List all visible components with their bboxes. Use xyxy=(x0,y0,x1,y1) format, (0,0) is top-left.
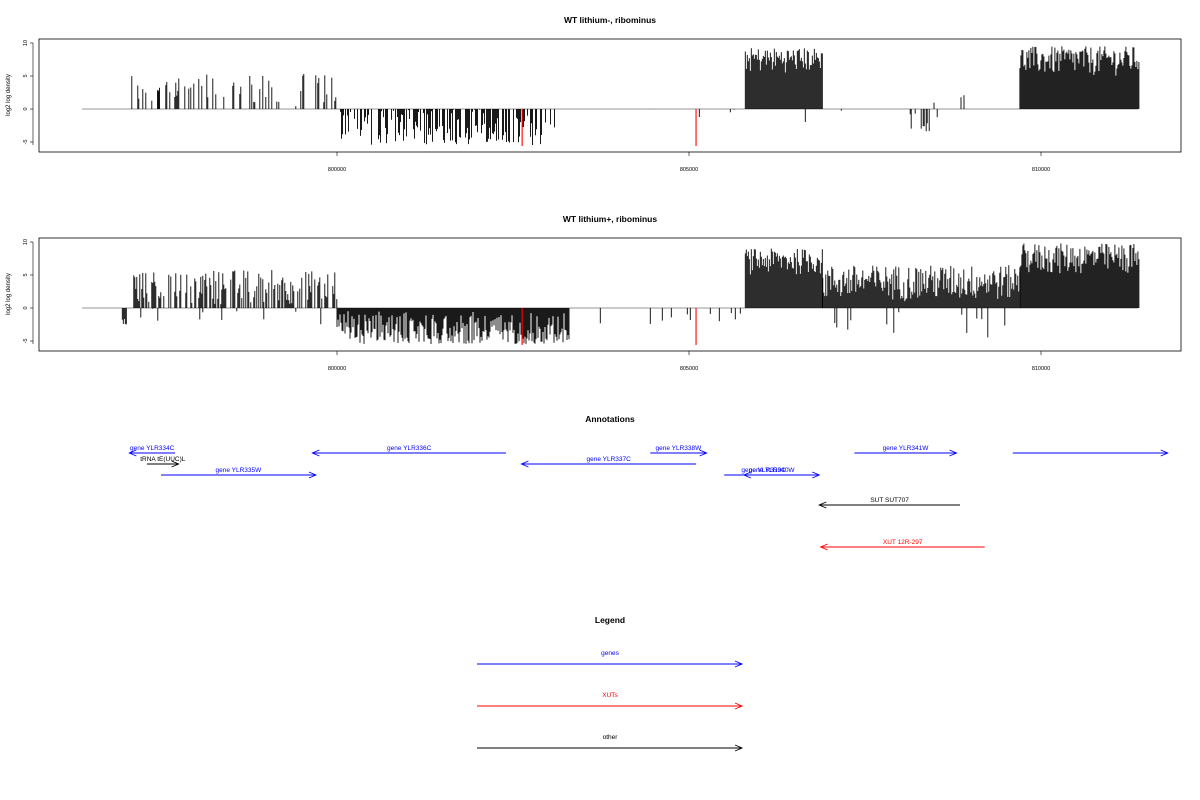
annotation-feature: gene YLR341W xyxy=(854,445,958,457)
arrow-head xyxy=(734,660,744,668)
feature-label: gene YLR341W xyxy=(883,445,930,452)
annotation-feature xyxy=(1012,449,1169,457)
bars-series xyxy=(82,243,1140,345)
x-tick-label: 805000 xyxy=(680,366,698,372)
y-tick-label: -5 xyxy=(23,339,29,344)
y-tick-label: 10 xyxy=(23,40,29,46)
annotation-feature: gene YLR334C xyxy=(128,445,176,457)
x-tick-label: 800000 xyxy=(328,167,346,173)
arrow-head xyxy=(171,460,180,468)
y-ticks: 10 5 0 -5 xyxy=(23,239,33,344)
arrow-head xyxy=(128,449,137,457)
annotation-feature: gene YLR337C xyxy=(520,456,697,468)
arrow-head xyxy=(734,744,744,752)
feature-label: XUT 12R-297 xyxy=(883,539,923,546)
legend-items: genes XUTs other xyxy=(477,650,744,752)
arrow-head xyxy=(742,471,752,479)
feature-label: gene YLR334C xyxy=(130,445,175,452)
plot-frame xyxy=(38,38,1182,153)
arrow-head xyxy=(311,449,320,457)
feature-label: gene YLR335W xyxy=(216,467,263,474)
annotation-feature: gene YLR339C xyxy=(741,467,786,479)
annotation-feature: gene YLR335W xyxy=(161,467,318,479)
y-tick-label: 10 xyxy=(23,239,29,245)
arrow-head xyxy=(520,460,529,468)
feature-label: gene YLR338W xyxy=(656,445,703,452)
y-axis-label: log2 log density xyxy=(6,74,12,116)
y-tick-label: -5 xyxy=(23,140,29,145)
legend-label: other xyxy=(603,734,619,741)
feature-label: gene YLR340W xyxy=(749,467,796,474)
annotations-title: Annotations xyxy=(585,414,635,424)
x-tick-label: 810000 xyxy=(1032,167,1050,173)
annotation-feature: gene YLR338W xyxy=(650,445,708,457)
annotation-feature: SUT SUT707 xyxy=(818,497,961,509)
y-tick-label: 0 xyxy=(23,107,29,110)
feature-label: gene YLR339C xyxy=(741,467,786,474)
bars-series xyxy=(82,46,1140,146)
annotation-feature: XUT 12R-297 xyxy=(819,539,985,551)
annotation-feature: gene YLR336C xyxy=(311,445,506,457)
arrow-head xyxy=(1160,449,1169,457)
feature-label: tRNA tE(UUC)L xyxy=(140,456,186,463)
annotation-tracks: gene YLR334C tRNA tE(UUC)L gene YLR335W gen… xyxy=(128,445,1169,551)
feature-label: SUT SUT707 xyxy=(870,497,909,504)
panel-lithium-minus: WT lithium-, ribominus 10 5 0 -5 log2 lo… xyxy=(6,15,1182,173)
feature-label: gene YLR337C xyxy=(587,456,632,463)
arrow-head xyxy=(812,471,821,479)
panel-title: WT lithium-, ribominus xyxy=(564,15,656,25)
plot-frame xyxy=(38,237,1182,352)
legend-item: genes xyxy=(477,650,744,668)
arrow-head xyxy=(819,543,828,551)
x-ticks: 800000 805000 810000 xyxy=(328,152,1050,173)
legend: Legend genes XUTs other xyxy=(477,615,744,752)
legend-title: Legend xyxy=(595,615,625,625)
legend-item: XUTs xyxy=(477,692,744,710)
arrow-head xyxy=(949,449,958,457)
arrow-head xyxy=(699,449,708,457)
x-ticks: 800000 805000 810000 xyxy=(328,351,1050,372)
arrow-head xyxy=(734,702,744,710)
panel-lithium-plus: WT lithium+, ribominus 10 5 0 -5 log2 lo… xyxy=(6,214,1182,372)
legend-label: XUTs xyxy=(602,692,618,699)
legend-item: other xyxy=(477,734,744,752)
feature-label: gene YLR336C xyxy=(387,445,432,452)
legend-label: genes xyxy=(601,650,619,657)
y-axis-label: log2 log density xyxy=(6,273,12,315)
y-tick-label: 5 xyxy=(23,74,29,77)
arrow-head xyxy=(308,471,318,479)
y-tick-label: 0 xyxy=(23,306,29,309)
panel-title: WT lithium+, ribominus xyxy=(563,214,657,224)
x-tick-label: 805000 xyxy=(680,167,698,173)
arrow-head xyxy=(818,501,827,509)
x-tick-label: 810000 xyxy=(1032,366,1050,372)
y-ticks: 10 5 0 -5 xyxy=(23,40,33,145)
y-tick-label: 5 xyxy=(23,273,29,276)
x-tick-label: 800000 xyxy=(328,366,346,372)
annotation-feature: tRNA tE(UUC)L xyxy=(140,456,186,468)
